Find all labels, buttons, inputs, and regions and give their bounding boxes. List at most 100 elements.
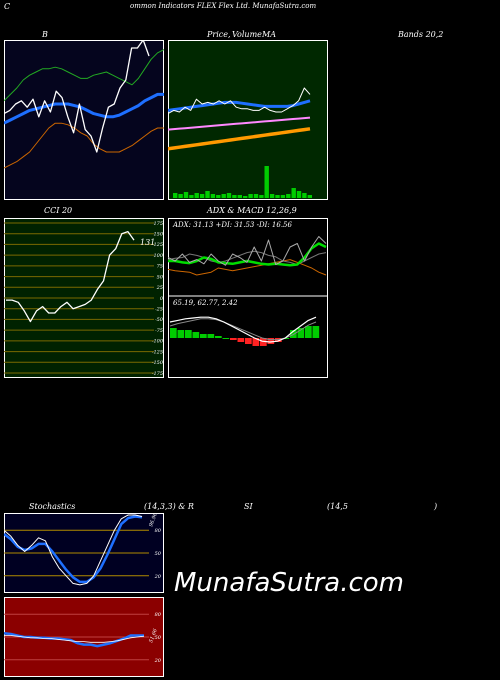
rsi-paren-label: ) — [434, 502, 438, 511]
volume-bar — [216, 195, 221, 198]
bollinger-frame — [4, 40, 164, 200]
volume-bar — [173, 193, 178, 198]
macd-histogram-bar — [237, 338, 245, 342]
macd-histogram-bar — [282, 338, 290, 339]
volume-bar — [296, 191, 302, 198]
macd-histogram-bar — [252, 338, 260, 346]
macd-histogram-bar — [305, 326, 312, 338]
stoch-tick-label: 20 — [154, 574, 162, 580]
volume-bar — [194, 193, 199, 198]
stoch-tick-label: 50 — [155, 551, 162, 557]
adx-macd-label: ADX & MACD 12,26,9 — [207, 206, 297, 215]
macd-histogram-bar — [222, 338, 230, 339]
volume-bar — [264, 166, 269, 198]
header-title: ommon Indicators FLEX Flex Ltd. MunafaSu… — [130, 2, 317, 10]
cci-tick-label: -50 — [155, 317, 164, 323]
stochastics-params-label: (14,3,3) & R — [144, 502, 194, 511]
ma-label: MA — [262, 30, 276, 39]
rsi-ma-line — [4, 635, 145, 643]
volume-bar — [286, 194, 291, 198]
price-frame — [168, 40, 328, 200]
watermark: MunafaSutra.com — [174, 568, 405, 598]
volume-bar — [237, 195, 242, 198]
macd-histogram-bar — [170, 328, 177, 338]
macd-values: 65.19, 62.77, 2.42 — [173, 299, 238, 307]
stochastics-label: Stochastics — [29, 502, 76, 511]
bb-lower-band — [4, 122, 164, 169]
stochastics-chart: 80 50 20 96.96 — [4, 513, 164, 593]
volume-bar — [259, 195, 264, 198]
ma-short-line — [168, 99, 311, 112]
macd-histogram-bar — [267, 338, 275, 344]
volume-bar — [280, 195, 286, 198]
macd-line — [169, 316, 317, 343]
adx-di-green-line — [168, 242, 327, 267]
volume-bar — [210, 194, 216, 198]
cci-tick-label: -150 — [152, 360, 164, 366]
macd-histogram-bar — [177, 330, 185, 338]
volume-bar — [253, 194, 259, 198]
rsi-params-label: (14,5 — [327, 502, 348, 511]
cci-tick-label: 25 — [156, 285, 163, 291]
volume-bar — [302, 193, 307, 198]
rsi-tick-label: 80 — [155, 612, 162, 618]
rsi-value-label: 51.66 — [148, 627, 159, 643]
cci-tick-label: 125 — [153, 242, 163, 248]
volume-bar — [205, 191, 210, 198]
cci-line — [6, 230, 135, 323]
volume-bar — [269, 194, 275, 198]
cci-tick-label: 75 — [157, 264, 163, 270]
stoch-k-line — [4, 514, 143, 586]
header-c-letter: C — [4, 2, 11, 11]
cci-tick-label: -100 — [152, 339, 164, 345]
rsi-tick-label: 50 — [155, 635, 162, 641]
bb-middle-band — [4, 92, 164, 125]
macd-histogram-bar — [200, 334, 207, 338]
cci-chart: 175 150 125 100 75 50 25 0 -25 -50 -75 -100 -125 -150… — [4, 218, 164, 378]
stoch-value-label: 96.96 — [148, 513, 159, 528]
ma-mid-line — [168, 116, 311, 131]
rsi-chart: 80 50 20 51.66 — [4, 597, 164, 677]
bands-label: Bands 20,2 — [398, 30, 444, 39]
volume-bar — [307, 195, 312, 198]
volume-bar — [275, 195, 280, 198]
volume-bar — [226, 193, 232, 198]
cci-tick-label: 0 — [160, 296, 164, 302]
cci-tick-label: 150 — [153, 232, 163, 238]
macd-histogram-bar — [230, 338, 237, 340]
price-volume-chart — [168, 40, 328, 200]
cci-label: CCI 20 — [44, 206, 73, 215]
rsi-tick-label: 20 — [154, 658, 162, 664]
macd-histogram-bar — [275, 338, 282, 342]
bollinger-chart — [4, 40, 164, 200]
bb-upper-band — [4, 49, 164, 102]
ma-long-line — [168, 127, 311, 151]
volume-bar — [178, 194, 183, 198]
cci-tick-label: -125 — [152, 349, 163, 355]
volume-bar — [189, 195, 194, 198]
price-line — [168, 87, 311, 115]
volume-bar — [221, 194, 226, 198]
macd-histogram-bar — [260, 338, 267, 346]
volume-bar — [183, 192, 189, 198]
macd-signal-line — [169, 318, 317, 341]
stoch-tick-label: 80 — [155, 528, 162, 534]
macd-histogram-bar — [192, 332, 200, 338]
cci-tick-label: 175 — [153, 221, 163, 227]
bollinger-label: B — [42, 30, 48, 39]
macd-histogram-bar — [312, 326, 320, 338]
price-label: Price, — [207, 30, 231, 39]
macd-histogram-bar — [207, 334, 215, 338]
cci-tick-label: 50 — [157, 274, 164, 280]
volume-bar — [248, 194, 253, 198]
macd-histogram-bar — [245, 338, 252, 344]
plus-di-line — [168, 236, 327, 266]
adx-values: ADX: 31.13 +DI: 31.53 -DI: 16.56 — [173, 221, 292, 229]
adx-frame — [168, 218, 328, 378]
cci-tick-label: -75 — [155, 328, 163, 334]
volume-label: Volume — [232, 30, 262, 39]
adx-macd-chart — [168, 218, 328, 378]
cci-tick-label: 100 — [153, 253, 163, 259]
volume-bar — [232, 195, 237, 198]
volume-bar — [291, 188, 296, 198]
